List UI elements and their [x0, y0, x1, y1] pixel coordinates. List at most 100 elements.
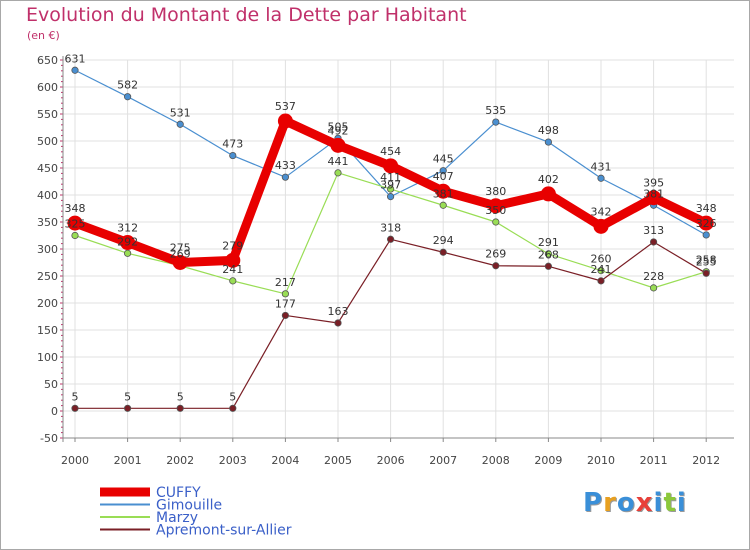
data-point-marzy: [229, 277, 237, 285]
axes: -50 0 50 100 150 200 250 300 350 400 450 500 550 600 6…: [37, 54, 734, 467]
data-point-gimouille: [439, 167, 447, 175]
data-label-cuffy: 279: [222, 239, 243, 252]
data-point-cuffy: [67, 215, 83, 231]
x-tick-label: 2006: [377, 454, 405, 467]
data-point-marzy: [597, 266, 605, 275]
data-point-cuffy: [698, 215, 714, 231]
data-point-gimouille: [492, 118, 500, 126]
data-label-gimouille: 473: [222, 138, 243, 151]
series-layer: [67, 66, 714, 412]
data-point-apremont-sur-allier: [124, 404, 132, 412]
data-point-cuffy: [593, 218, 609, 234]
logo-letter: P: [583, 488, 604, 518]
data-label-apremont-sur-allier: 163: [328, 305, 349, 318]
y-tick-label: 650: [37, 54, 58, 67]
logo-letter: r: [603, 488, 617, 518]
data-label-cuffy: 342: [591, 205, 612, 218]
data-label-gimouille: 498: [538, 124, 559, 137]
data-label-apremont-sur-allier: 5: [177, 390, 184, 403]
data-label-marzy: 350: [485, 204, 506, 217]
x-tick-label: 2005: [324, 454, 352, 467]
data-point-apremont-sur-allier: [597, 277, 605, 285]
data-label-apremont-sur-allier: 269: [485, 248, 506, 261]
y-tick-label: 350: [37, 216, 58, 229]
data-label-cuffy: 348: [65, 202, 86, 215]
legend-label-apremont-sur-allier: Apremont-sur-Allier: [156, 523, 292, 539]
data-label-apremont-sur-allier: 241: [591, 263, 612, 276]
y-tick-label: 300: [37, 243, 58, 256]
data-label-gimouille: 381: [643, 187, 664, 200]
x-tick-label: 2011: [640, 454, 668, 467]
data-label-marzy: 441: [328, 155, 349, 168]
data-label-marzy: 241: [222, 263, 243, 276]
y-tick-label: 400: [37, 189, 58, 202]
x-tick-label: 2001: [114, 454, 142, 467]
data-point-cuffy: [540, 186, 556, 202]
y-tick-label: 600: [37, 81, 58, 94]
data-label-gimouille: 582: [117, 79, 138, 92]
x-tick-label: 2004: [271, 454, 299, 467]
data-label-marzy: 292: [117, 235, 138, 248]
legend-label-gimouille: Gimouille: [156, 498, 222, 514]
data-label-gimouille: 431: [591, 160, 612, 173]
proxiti-logo: Proxiti: [583, 488, 687, 518]
data-point-cuffy: [646, 190, 662, 206]
data-point-marzy: [281, 290, 289, 298]
data-label-apremont-sur-allier: 5: [124, 390, 131, 403]
data-label-cuffy: 537: [275, 100, 296, 113]
chart-title: Evolution du Montant de la Dette par Hab…: [26, 4, 467, 26]
data-point-gimouille: [71, 66, 79, 74]
data-point-apremont-sur-allier: [492, 262, 500, 270]
x-tick-label: 2008: [482, 454, 510, 467]
x-tick-label: 2000: [61, 454, 89, 467]
data-label-cuffy: 492: [328, 124, 349, 137]
data-label-cuffy: 348: [696, 202, 717, 215]
data-label-gimouille: 531: [170, 106, 191, 119]
logo-letter: i: [653, 488, 664, 518]
data-point-apremont-sur-allier: [71, 404, 79, 412]
data-point-apremont-sur-allier: [229, 404, 237, 412]
data-label-apremont-sur-allier: 5: [72, 390, 79, 403]
data-label-marzy: 325: [65, 218, 86, 231]
data-label-cuffy: 454: [380, 145, 401, 158]
data-label-apremont-sur-allier: 268: [538, 248, 559, 261]
data-point-cuffy: [330, 137, 346, 153]
x-tick-label: 2003: [219, 454, 247, 467]
data-label-apremont-sur-allier: 294: [433, 234, 454, 247]
data-point-gimouille: [229, 151, 237, 160]
data-label-cuffy: 380: [485, 185, 506, 198]
data-point-gimouille: [281, 173, 289, 181]
data-point-marzy: [544, 250, 553, 258]
y-tick-label: 200: [37, 297, 58, 310]
data-point-cuffy: [435, 183, 451, 199]
data-point-apremont-sur-allier: [281, 311, 289, 320]
data-point-cuffy: [488, 198, 504, 214]
data-point-apremont-sur-allier: [439, 248, 447, 256]
data-point-marzy: [124, 249, 132, 257]
data-point-cuffy: [277, 113, 293, 129]
x-tick-label: 2007: [429, 454, 457, 467]
data-point-gimouille: [597, 174, 605, 182]
data-point-apremont-sur-allier: [544, 262, 553, 270]
y-tick-label: 450: [37, 162, 58, 175]
data-label-gimouille: 433: [275, 159, 296, 172]
data-point-apremont-sur-allier: [386, 235, 395, 243]
data-label-marzy: 269: [170, 248, 191, 261]
y-tick-label: 500: [37, 135, 58, 148]
data-point-gimouille: [702, 231, 710, 239]
grid: [63, 59, 734, 439]
data-point-cuffy: [225, 252, 241, 268]
data-label-cuffy: 407: [433, 170, 454, 183]
data-label-marzy: 260: [591, 253, 612, 266]
data-point-marzy: [334, 169, 342, 177]
y-tick-label: 250: [37, 270, 58, 283]
logo-letter: x: [635, 488, 654, 518]
data-label-marzy: 411: [380, 171, 401, 184]
unit-label: (en €): [27, 29, 60, 42]
data-point-marzy: [71, 231, 79, 240]
data-label-cuffy: 402: [538, 173, 559, 186]
data-point-cuffy: [383, 158, 399, 174]
data-labels: 348 312 275 279 537 492 454 407 380 402 342 395 348 6…: [65, 52, 717, 403]
data-point-marzy: [439, 201, 447, 209]
